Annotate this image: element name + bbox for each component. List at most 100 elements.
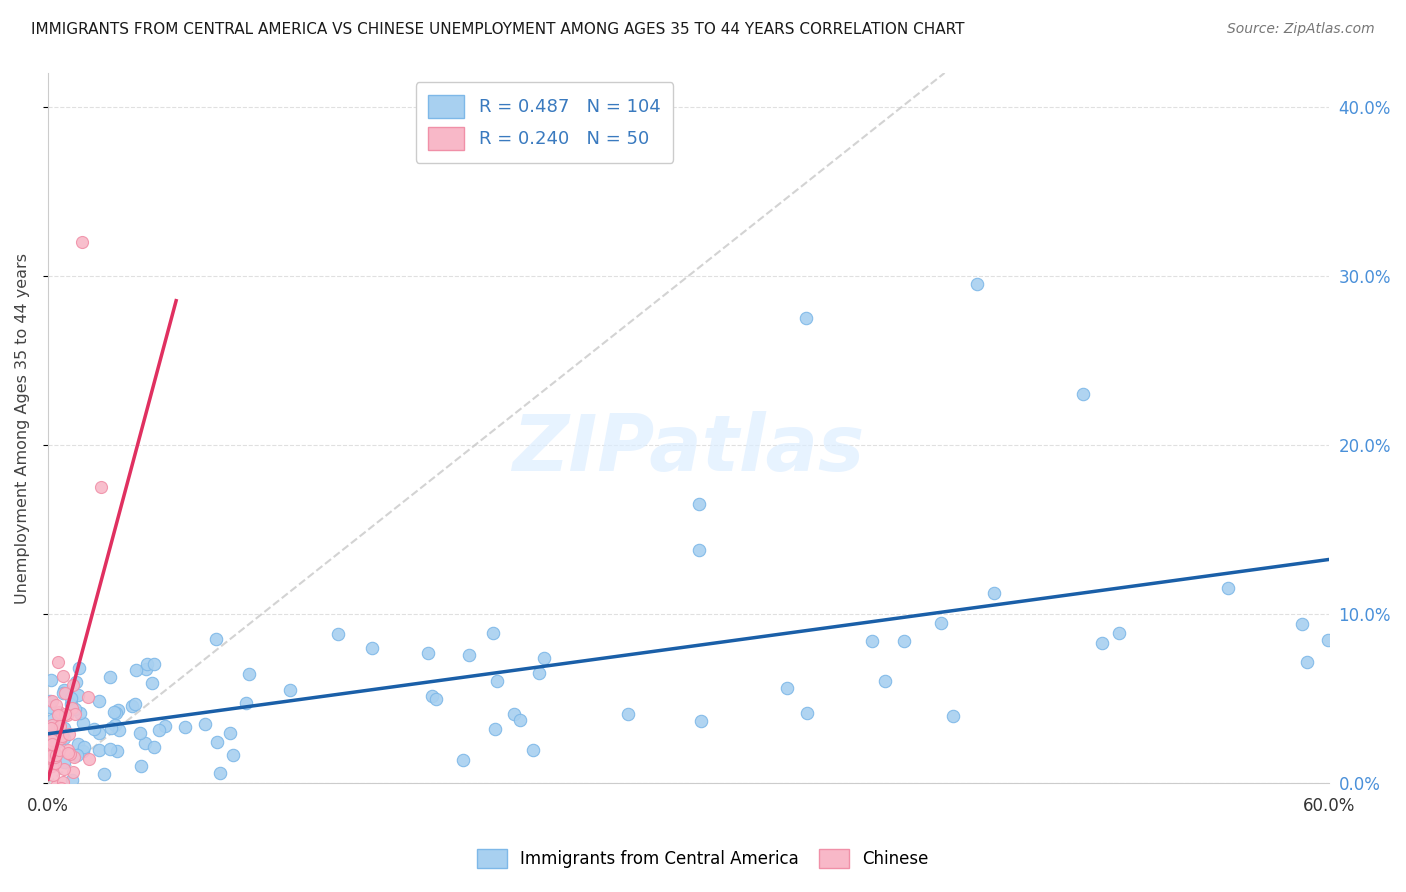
Point (56, 746, 79, 760)
Point (67, 689, 90, 703)
Point (115, 793, 138, 807)
Point (141, 676, 163, 690)
Point (52, 669, 75, 683)
Point (45, 698, 67, 712)
Point (84, 793, 107, 807)
Point (59, 747, 82, 761)
Point (527, 666, 550, 681)
Point (458, 648, 481, 662)
Point (776, 681, 799, 696)
Point (425, 691, 447, 706)
Point (77, 752, 100, 766)
Point (416, 646, 439, 660)
Point (52, 774, 75, 789)
Text: Source: ZipAtlas.com: Source: ZipAtlas.com (1227, 22, 1375, 37)
Point (62, 678, 84, 692)
Point (45, 725, 67, 739)
Point (56, 707, 79, 722)
Point (44, 756, 66, 770)
Point (41, 673, 63, 687)
Point (48, 743, 70, 757)
Point (135, 657, 157, 672)
Point (209, 766, 232, 780)
Point (688, 542, 710, 557)
Point (52, 686, 75, 700)
Point (205, 735, 228, 749)
Point (72, 743, 94, 757)
Point (66, 747, 89, 762)
Point (59, 697, 82, 711)
Point (98, 741, 121, 756)
Point (98, 670, 121, 684)
Point (89, 694, 111, 708)
Point (60, 772, 83, 787)
Point (45, 719, 67, 733)
Point (39, 723, 62, 737)
Point (361, 640, 384, 655)
Point (194, 717, 217, 731)
Point (420, 689, 443, 703)
Point (56, 793, 79, 807)
Point (1291, 616, 1313, 631)
Point (53, 755, 76, 769)
Point (90, 480, 112, 494)
Point (100, 721, 122, 735)
Point (70, 235, 93, 249)
Point (45, 748, 67, 763)
Point (76, 690, 98, 704)
Point (65, 674, 87, 689)
Point (58, 743, 80, 757)
Point (41, 721, 63, 735)
Point (58, 727, 80, 741)
Point (218, 726, 240, 740)
Point (135, 662, 157, 676)
Point (60, 701, 83, 715)
Point (235, 696, 257, 710)
Point (87, 743, 110, 757)
Point (44, 729, 66, 743)
Point (124, 697, 146, 711)
Point (51, 730, 73, 744)
Point (929, 615, 952, 630)
Point (48, 719, 70, 733)
Point (38, 785, 60, 799)
Text: IMMIGRANTS FROM CENTRAL AMERICA VS CHINESE UNEMPLOYMENT AMONG AGES 35 TO 44 YEAR: IMMIGRANTS FROM CENTRAL AMERICA VS CHINE… (31, 22, 965, 37)
Point (125, 663, 148, 677)
Point (143, 739, 166, 754)
Point (53, 731, 76, 745)
Point (482, 626, 505, 640)
Point (44, 746, 66, 760)
Point (875, 673, 897, 688)
Point (860, 634, 883, 648)
Point (222, 748, 245, 763)
Point (66, 738, 89, 752)
Point (46, 655, 69, 669)
Point (103, 706, 125, 720)
Point (39, 694, 62, 708)
Point (174, 720, 197, 734)
Point (794, 311, 817, 326)
Point (53, 706, 76, 721)
Point (45, 779, 67, 793)
Point (128, 726, 150, 740)
Point (941, 709, 963, 723)
Point (72, 716, 94, 731)
Point (983, 586, 1005, 600)
Point (134, 736, 156, 750)
Point (48, 705, 70, 719)
Point (62, 764, 84, 779)
Point (63, 749, 86, 764)
Point (67, 661, 90, 675)
Y-axis label: Unemployment Among Ages 35 to 44 years: Unemployment Among Ages 35 to 44 years (15, 252, 30, 604)
Point (69, 706, 91, 720)
Point (1071, 387, 1094, 401)
Point (148, 723, 170, 737)
Point (1295, 655, 1317, 669)
Point (153, 719, 176, 733)
Point (617, 706, 640, 721)
Point (893, 634, 915, 648)
Point (87, 726, 110, 740)
Point (533, 651, 555, 665)
Legend: R = 0.487   N = 104, R = 0.240   N = 50: R = 0.487 N = 104, R = 0.240 N = 50 (416, 82, 673, 162)
Point (38, 748, 60, 763)
